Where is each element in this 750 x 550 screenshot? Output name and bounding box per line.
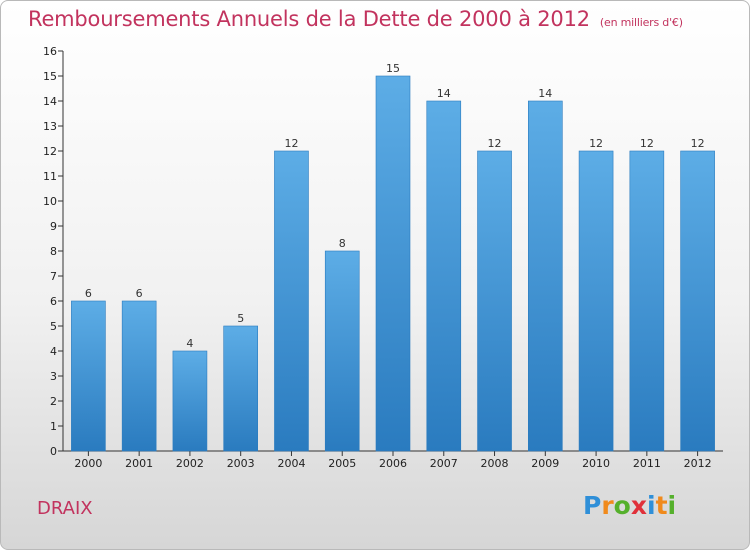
- commune-name: DRAIX: [37, 498, 93, 519]
- y-tick-label: 7: [50, 270, 57, 283]
- data-label-2008: 12: [488, 137, 502, 150]
- x-tick-label-2000: 2000: [74, 457, 102, 470]
- y-tick-label: 0: [50, 445, 57, 458]
- x-tick-label-2005: 2005: [328, 457, 356, 470]
- logo-letter: r: [601, 491, 614, 520]
- data-label-2012: 12: [691, 137, 705, 150]
- bar-2007: [426, 100, 462, 452]
- data-label-2011: 12: [640, 137, 654, 150]
- y-tick-label: 13: [43, 120, 57, 133]
- x-tick-label-2012: 2012: [684, 457, 712, 470]
- bar-2004: [274, 150, 309, 452]
- bar-2003: [223, 325, 258, 452]
- chart-title-text: Remboursements Annuels de la Dette de 20…: [28, 7, 590, 31]
- y-tick-label: 14: [43, 95, 57, 108]
- data-label-2009: 14: [538, 87, 552, 100]
- y-tick-label: 2: [50, 395, 57, 408]
- data-label-2006: 15: [386, 62, 400, 75]
- logo-letter: P: [583, 491, 602, 520]
- bar-2011: [629, 150, 665, 452]
- data-label-2002: 4: [186, 337, 193, 350]
- x-tick-label-2002: 2002: [176, 457, 204, 470]
- data-labels: 6 6 4 5 12 8 15 14 12 14 12 12 12: [85, 62, 705, 350]
- y-tick-label: 10: [43, 195, 57, 208]
- y-tick-label: 6: [50, 295, 57, 308]
- y-tick-label: 12: [43, 145, 57, 158]
- bar-2005: [324, 250, 360, 452]
- data-label-2000: 6: [85, 287, 92, 300]
- y-tick-label: 8: [50, 245, 57, 258]
- y-tick-label: 4: [50, 345, 57, 358]
- y-tick-label: 3: [50, 370, 57, 383]
- x-tick-label-2006: 2006: [379, 457, 407, 470]
- x-tick-label-2009: 2009: [531, 457, 559, 470]
- logo-letter: x: [630, 491, 647, 520]
- y-tick-label: 11: [43, 170, 57, 183]
- data-label-2001: 6: [136, 287, 143, 300]
- chart-title: Remboursements Annuels de la Dette de 20…: [28, 7, 683, 31]
- bar-2008: [477, 150, 512, 452]
- data-label-2005: 8: [339, 237, 346, 250]
- bar-2000: [71, 300, 106, 452]
- unit-note: (en milliers d'€): [599, 16, 683, 29]
- bar-2009: [528, 100, 563, 452]
- bar-2001: [121, 300, 157, 452]
- data-label-2004: 12: [284, 137, 298, 150]
- bar-2010: [578, 150, 614, 452]
- data-label-2007: 14: [437, 87, 451, 100]
- x-tick-label-2011: 2011: [633, 457, 661, 470]
- logo-letter: i: [667, 491, 677, 520]
- y-tick-label: 1: [50, 420, 57, 433]
- logo-letter: t: [655, 491, 668, 520]
- x-tick-label-2010: 2010: [582, 457, 610, 470]
- y-tick-label: 9: [50, 220, 57, 233]
- logo-letter: o: [613, 491, 631, 520]
- y-tick-label: 16: [43, 45, 57, 58]
- bar-2006: [375, 75, 411, 452]
- logo-letter: i: [647, 491, 656, 520]
- y-tick-label: 5: [50, 320, 57, 333]
- bar-2002: [172, 350, 208, 452]
- data-label-2010: 12: [589, 137, 603, 150]
- x-tick-label-2007: 2007: [430, 457, 458, 470]
- bars: [71, 75, 715, 452]
- x-tick-label-2001: 2001: [125, 457, 153, 470]
- x-tick-label-2004: 2004: [277, 457, 305, 470]
- x-axis: 2000 2001 2002 2003 2004 2005 2006 2007 2008 2009…: [63, 450, 723, 470]
- y-tick-label: 15: [43, 70, 57, 83]
- data-label-2003: 5: [237, 312, 244, 325]
- x-tick-label-2008: 2008: [481, 457, 509, 470]
- x-tick-label-2003: 2003: [227, 457, 255, 470]
- proxiti-logo[interactable]: Proxiti: [583, 491, 676, 520]
- bar-2012: [680, 150, 715, 452]
